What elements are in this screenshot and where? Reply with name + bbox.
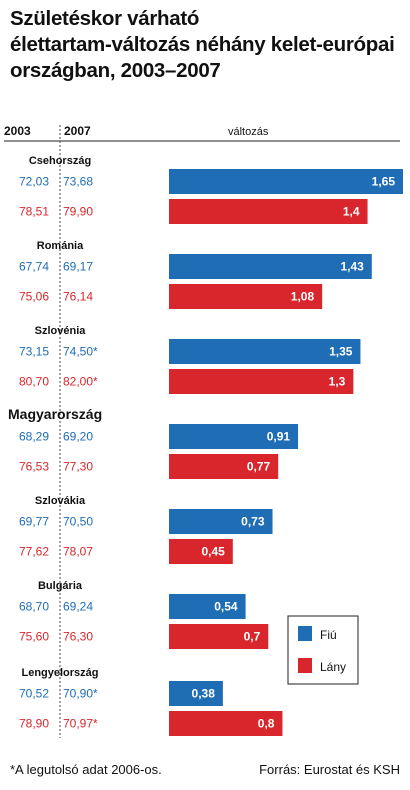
bar-lany bbox=[169, 454, 279, 479]
value-2003: 75,06 bbox=[19, 290, 49, 304]
source-note: Forrás: Eurostat és KSH bbox=[259, 762, 400, 777]
value-2007: 74,50* bbox=[63, 345, 98, 359]
value-2007: 73,68 bbox=[63, 175, 93, 189]
value-2007: 82,00* bbox=[63, 375, 98, 389]
country-label: Szlovákia bbox=[35, 495, 86, 507]
header-change: változás bbox=[228, 126, 269, 138]
value-2003: 69,77 bbox=[19, 515, 49, 529]
value-2007: 69,17 bbox=[63, 260, 93, 274]
value-2003: 77,62 bbox=[19, 545, 49, 559]
value-2003: 80,70 bbox=[19, 375, 49, 389]
chart-title: Születéskor várható élettartam-változás … bbox=[10, 6, 405, 84]
country-label: Magyarország bbox=[8, 406, 102, 422]
bar-fiu bbox=[169, 424, 299, 449]
value-2003: 76,53 bbox=[19, 460, 49, 474]
bar-fiu bbox=[169, 594, 246, 619]
value-2003: 70,52 bbox=[19, 687, 49, 701]
legend-label-fiu: Fiú bbox=[320, 628, 337, 642]
value-2007: 70,97* bbox=[63, 717, 98, 731]
bar-value-label: 0,8 bbox=[258, 717, 275, 731]
value-2003: 78,90 bbox=[19, 717, 49, 731]
bar-value-label: 1,4 bbox=[343, 205, 360, 219]
value-2007: 69,24 bbox=[63, 600, 93, 614]
value-2007: 77,30 bbox=[63, 460, 93, 474]
legend-swatch-fiu bbox=[298, 626, 312, 641]
bar-value-label: 1,43 bbox=[340, 260, 364, 274]
bar-lany bbox=[169, 199, 368, 224]
country-label: Lengyelország bbox=[21, 667, 98, 679]
bar-value-label: 0,91 bbox=[267, 430, 291, 444]
country-label: Csehország bbox=[29, 155, 91, 167]
bar-fiu bbox=[169, 339, 361, 364]
country-label: Románia bbox=[37, 240, 84, 252]
header-2003: 2003 bbox=[4, 124, 31, 138]
value-2007: 78,07 bbox=[63, 545, 93, 559]
bar-value-label: 0,73 bbox=[241, 515, 265, 529]
bar-value-label: 0,77 bbox=[247, 460, 271, 474]
value-2003: 75,60 bbox=[19, 630, 49, 644]
value-2007: 69,20 bbox=[63, 430, 93, 444]
value-2003: 67,74 bbox=[19, 260, 49, 274]
bar-lany bbox=[169, 711, 283, 736]
bar-value-label: 1,65 bbox=[372, 175, 396, 189]
footnote: *A legutolsó adat 2006-os. bbox=[10, 762, 162, 777]
bar-value-label: 0,45 bbox=[201, 545, 225, 559]
legend-swatch-lany bbox=[298, 658, 312, 673]
bar-lany bbox=[169, 624, 269, 649]
bar-value-label: 1,08 bbox=[291, 290, 315, 304]
value-2007: 79,90 bbox=[63, 205, 93, 219]
bar-lany bbox=[169, 284, 323, 309]
legend-label-lany: Lány bbox=[320, 660, 346, 674]
bar-lany bbox=[169, 369, 354, 394]
bar-value-label: 1,35 bbox=[329, 345, 353, 359]
bar-lany bbox=[169, 539, 233, 564]
bar-value-label: 0,54 bbox=[214, 600, 238, 614]
bar-value-label: 1,3 bbox=[329, 375, 346, 389]
bar-fiu bbox=[169, 509, 273, 534]
value-2003: 68,29 bbox=[19, 430, 49, 444]
value-2003: 73,15 bbox=[19, 345, 49, 359]
bar-value-label: 0,38 bbox=[192, 687, 216, 701]
title-line-3: országban, 2003–2007 bbox=[10, 59, 221, 82]
value-2007: 70,50 bbox=[63, 515, 93, 529]
value-2003: 68,70 bbox=[19, 600, 49, 614]
title-line-1: Születéskor várható bbox=[10, 7, 200, 30]
bar-fiu bbox=[169, 681, 223, 706]
value-2007: 76,14 bbox=[63, 290, 93, 304]
bar-fiu bbox=[169, 169, 403, 194]
value-2003: 78,51 bbox=[19, 205, 49, 219]
country-label: Bulgária bbox=[38, 580, 83, 592]
value-2003: 72,03 bbox=[19, 175, 49, 189]
bar-fiu bbox=[169, 254, 372, 279]
bar-value-label: 0,7 bbox=[244, 630, 261, 644]
value-2007: 76,30 bbox=[63, 630, 93, 644]
value-2007: 70,90* bbox=[63, 687, 98, 701]
title-line-2: élettartam-változás néhány kelet-európai bbox=[10, 33, 395, 56]
country-label: Szlovénia bbox=[35, 325, 87, 337]
header-2007: 2007 bbox=[64, 124, 91, 138]
